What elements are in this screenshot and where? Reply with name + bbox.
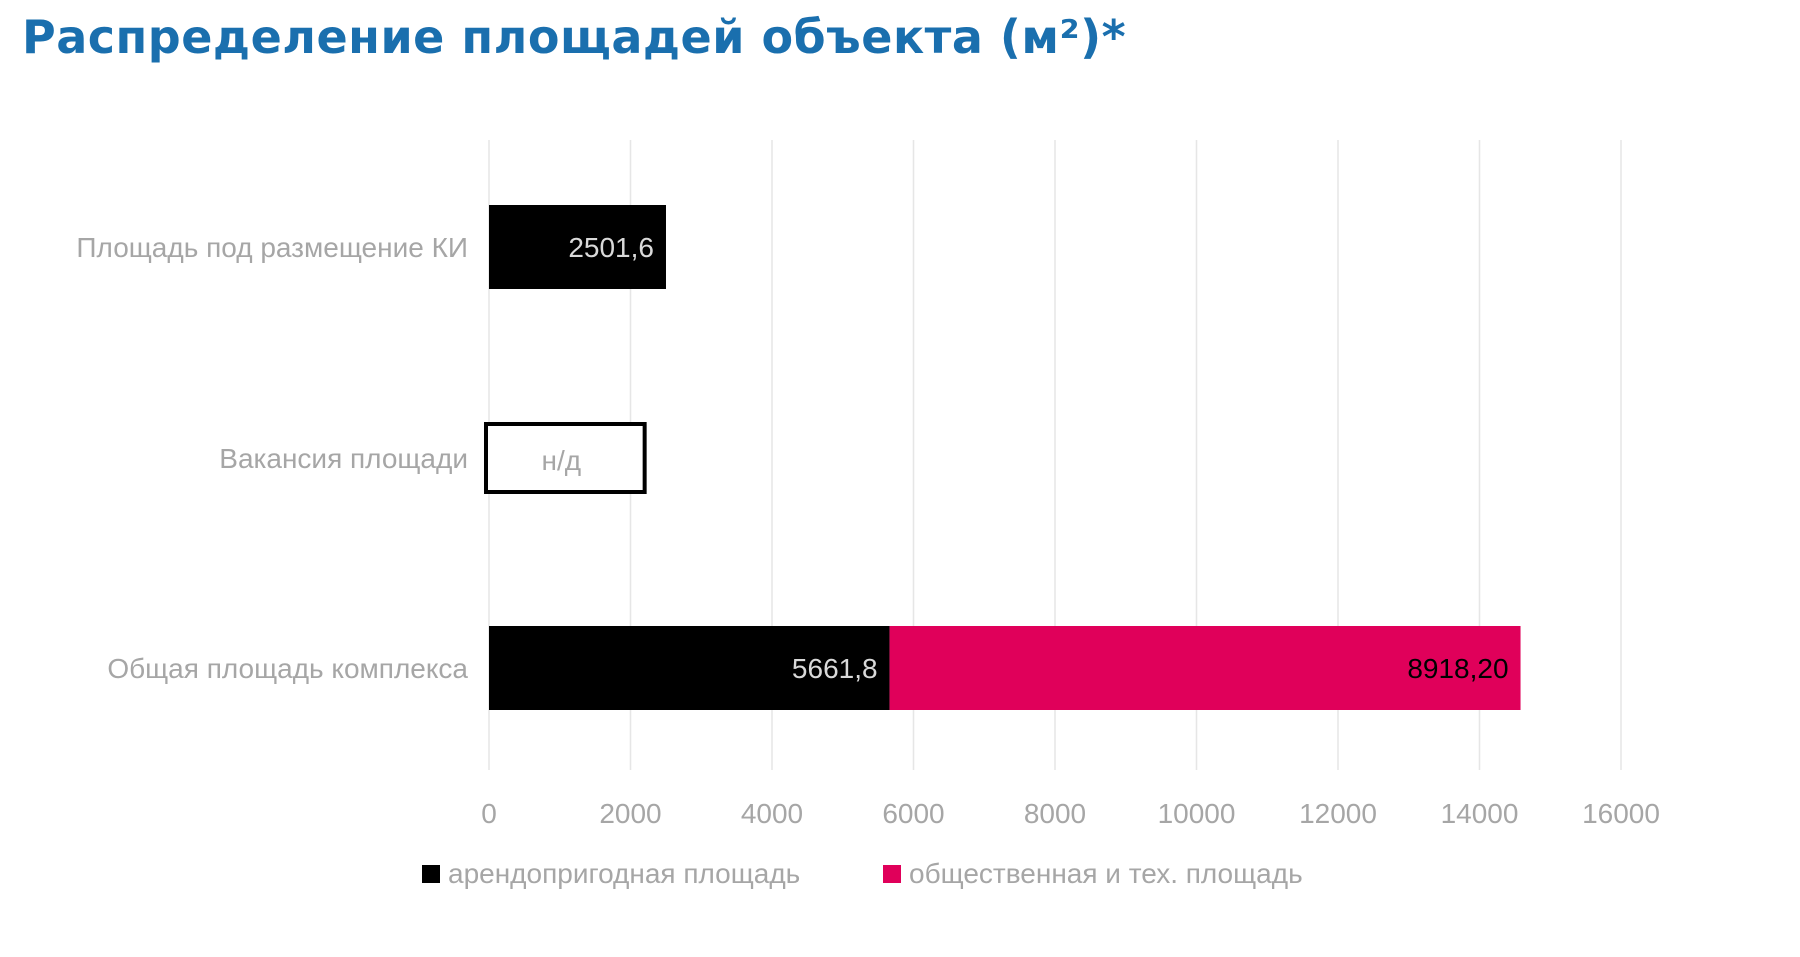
data-label: 8918,20 [1407, 653, 1508, 684]
bar-public [889, 626, 1521, 710]
category-label: Площадь под размещение КИ [76, 232, 468, 263]
bar-rentable [489, 205, 666, 289]
x-tick-label: 10000 [1158, 798, 1236, 829]
legend-swatch [422, 865, 440, 883]
x-tick-label: 12000 [1299, 798, 1377, 829]
placeholder-label: н/д [542, 445, 582, 476]
category-label: Общая площадь комплекса [107, 653, 468, 684]
legend-swatch [883, 865, 901, 883]
x-tick-label: 4000 [741, 798, 803, 829]
x-tick-label: 8000 [1024, 798, 1086, 829]
legend-label: общественная и тех. площадь [909, 858, 1303, 889]
category-label: Вакансия площади [219, 443, 468, 474]
data-label: 2501,6 [568, 232, 654, 263]
bar-rentable [489, 626, 890, 710]
x-tick-label: 16000 [1582, 798, 1660, 829]
x-tick-label: 6000 [882, 798, 944, 829]
x-tick-label: 14000 [1441, 798, 1519, 829]
legend-label: арендопригодная площадь [448, 858, 800, 889]
chart-title: Распределение площадей объекта (м²)* [22, 10, 1127, 64]
x-tick-label: 0 [481, 798, 497, 829]
x-tick-label: 2000 [599, 798, 661, 829]
data-label: 5661,8 [792, 653, 878, 684]
placeholder-box [484, 422, 647, 494]
